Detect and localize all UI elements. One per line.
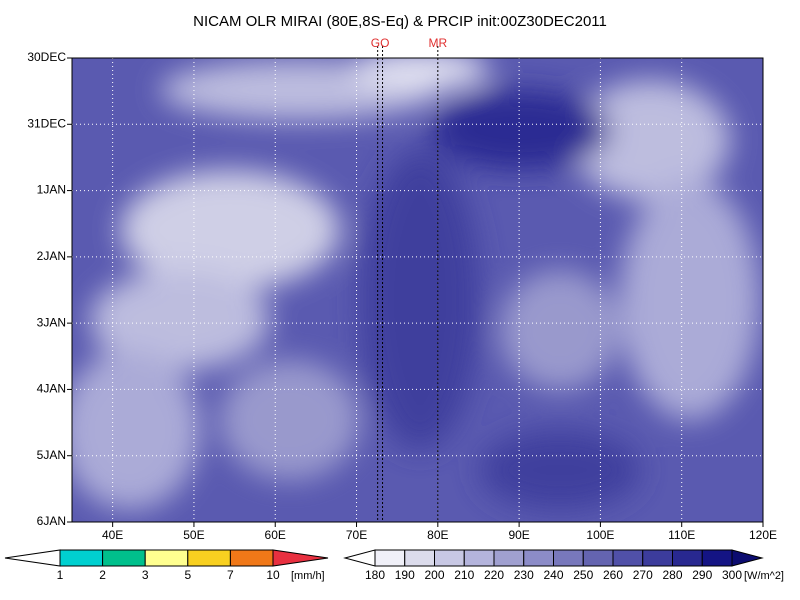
colorbar-tick-label: 270: [633, 568, 653, 582]
y-tick-label: 5JAN: [37, 448, 66, 462]
colorbar-tick-label: 190: [395, 568, 415, 582]
colorbar-bin: [59, 549, 104, 567]
colorbar-tick-label: 260: [603, 568, 623, 582]
colorbar-under: [4, 549, 61, 567]
colorbar-tick-label: 240: [543, 568, 563, 582]
x-tick-label: 120E: [749, 528, 777, 542]
x-tick-label: 80E: [427, 528, 448, 542]
colorbar-bin: [701, 549, 733, 567]
colorbar-bin: [102, 549, 146, 567]
colorbar-bin: [553, 549, 584, 567]
colorbar-tick-label: 300: [722, 568, 742, 582]
colorbar-over: [731, 549, 764, 567]
colorbar-bin: [187, 549, 231, 567]
plot-frame: [71, 57, 764, 523]
colorbar-bin: [144, 549, 189, 567]
colorbar-bin: [672, 549, 703, 567]
y-tick-label: 4JAN: [37, 382, 66, 396]
colorbar-bin: [434, 549, 465, 567]
colorbar-over: [272, 549, 329, 567]
colorbar-unit: [mm/h]: [291, 570, 325, 582]
colorbar-tick-label: 180: [365, 568, 385, 582]
colorbar-tick-label: 5: [184, 568, 191, 582]
colorbar-tick-label: 220: [484, 568, 504, 582]
reference-label: GO: [371, 36, 390, 50]
colorbar-bin: [642, 549, 673, 567]
x-tick-label: 70E: [346, 528, 367, 542]
colorbar-under: [343, 549, 376, 567]
colorbar-bin: [374, 549, 406, 567]
reference-label: MR: [428, 36, 447, 50]
colorbar-unit: [W/m^2]: [744, 570, 784, 582]
x-tick-label: 40E: [102, 528, 123, 542]
y-tick-label: 2JAN: [37, 249, 66, 263]
y-tick-label: 6JAN: [37, 514, 66, 528]
x-tick-label: 100E: [586, 528, 614, 542]
colorbar-tick-label: 10: [266, 568, 280, 582]
colorbar-bin: [463, 549, 495, 567]
colorbar-tick-label: 7: [227, 568, 234, 582]
colorbar-tick-label: 210: [454, 568, 474, 582]
colorbar-tick-label: 1: [57, 568, 64, 582]
x-tick-label: 50E: [183, 528, 204, 542]
colorbar-bin: [523, 549, 554, 567]
y-tick-label: 1JAN: [37, 183, 66, 197]
x-tick-label: 90E: [508, 528, 529, 542]
colorbar-tick-label: 280: [662, 568, 682, 582]
colorbar-tick-label: 2: [99, 568, 106, 582]
colorbar-bin: [229, 549, 274, 567]
colorbar-bin: [404, 549, 435, 567]
colorbar-bin: [493, 549, 525, 567]
colorbar-tick-label: 3: [142, 568, 149, 582]
y-tick-label: 31DEC: [27, 116, 66, 130]
colorbar-tick-label: 230: [514, 568, 534, 582]
chart-title: NICAM OLR MIRAI (80E,8S-Eq) & PRCIP init…: [193, 13, 607, 30]
colorbar-tick-label: 290: [692, 568, 712, 582]
colorbar-tick-label: 250: [573, 568, 593, 582]
colorbar-bin: [612, 549, 644, 567]
x-tick-label: 60E: [265, 528, 286, 542]
colorbar-tick-label: 200: [424, 568, 444, 582]
y-tick-label: 3JAN: [37, 315, 66, 329]
field-background: [72, 58, 763, 522]
y-tick-label: 30DEC: [27, 50, 66, 64]
x-tick-label: 110E: [668, 528, 695, 542]
colorbar-bin: [582, 549, 614, 567]
